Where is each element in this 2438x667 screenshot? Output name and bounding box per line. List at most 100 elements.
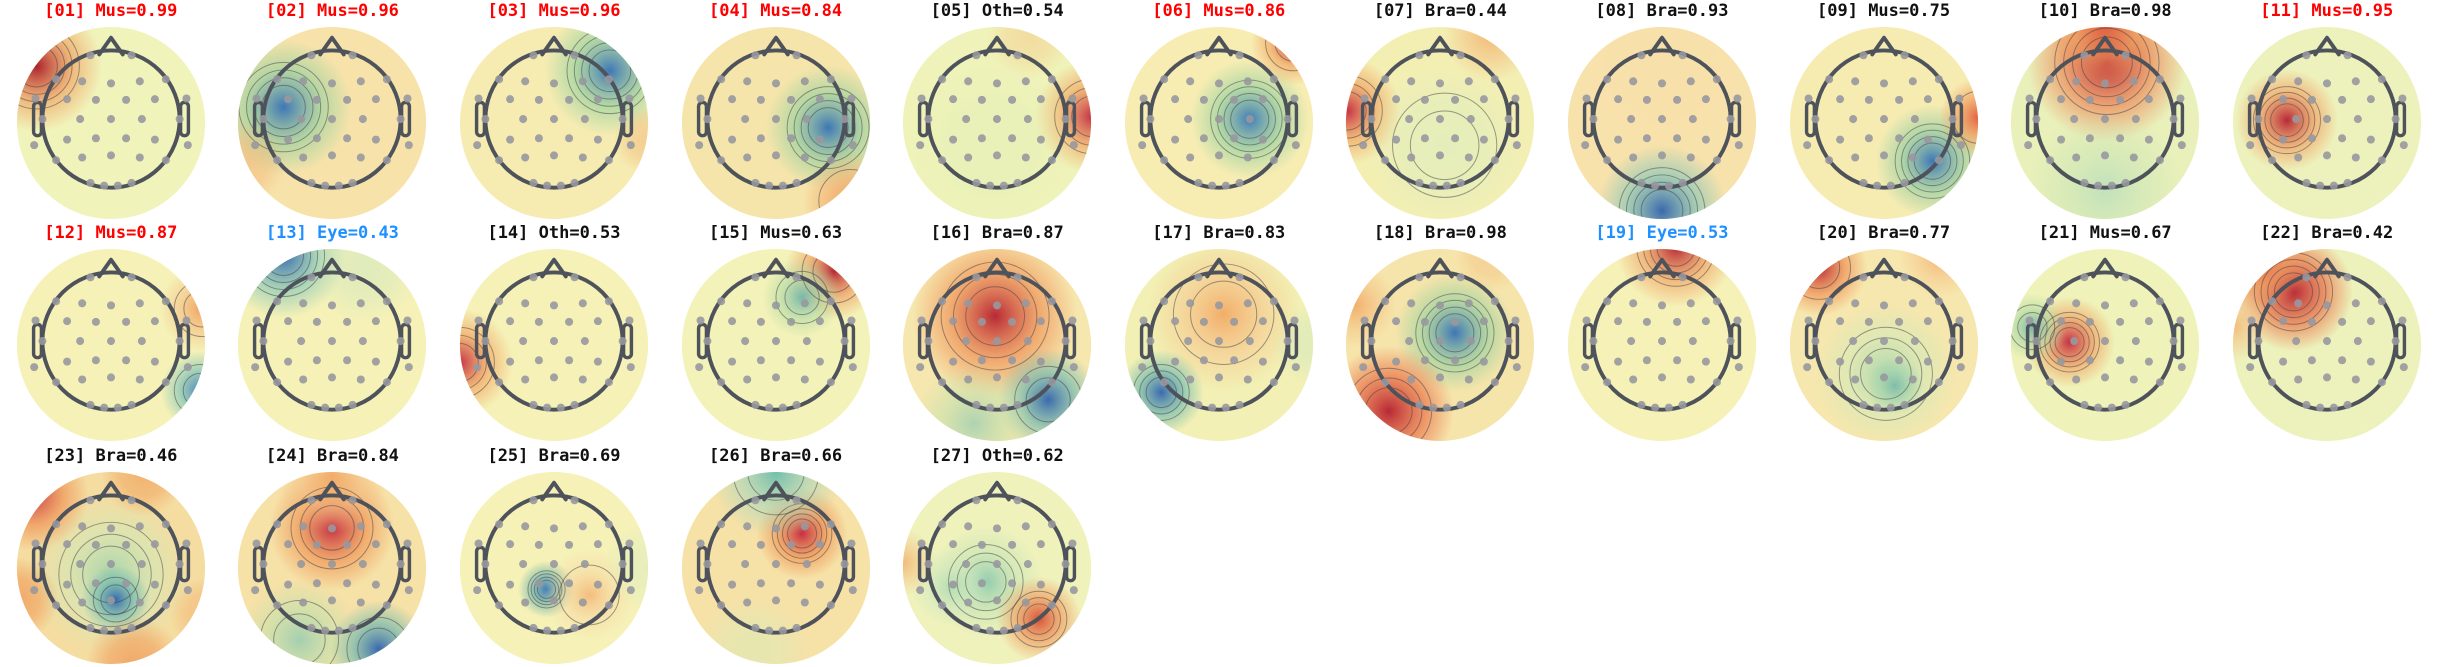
electrode-dot [1824, 75, 1833, 84]
electrode-dot [1908, 77, 1917, 86]
component-cell-22[interactable]: [22] Bra=0.42 [2216, 222, 2438, 444]
component-cell-13[interactable]: [13] Eye=0.43 [222, 222, 444, 444]
electrode-dot [2377, 378, 2386, 387]
electrode-dot [1465, 153, 1474, 162]
component-cell-04[interactable]: [04] Mus=0.84 [665, 0, 887, 222]
electrode-dot [1465, 299, 1474, 308]
electrode-dot [77, 375, 87, 384]
component-cell-24[interactable]: [24] Bra=0.84 [222, 445, 444, 667]
component-cell-16[interactable]: [16] Bra=0.87 [886, 222, 1108, 444]
electrode-dot [182, 316, 191, 325]
electrode-dot [580, 337, 589, 346]
electrode-dot [51, 75, 60, 84]
electrode-dot [1627, 115, 1636, 124]
electrode-dot [1954, 316, 1964, 325]
electrode-dot [1589, 337, 1598, 346]
nose-outline [761, 480, 790, 501]
component-cell-15[interactable]: [15] Mus=0.63 [665, 222, 887, 444]
electrode-dot [284, 95, 293, 104]
electrode-dot [800, 598, 809, 607]
electrode-dot [1429, 403, 1438, 412]
electrode-dot [396, 115, 406, 124]
component-title: [04] Mus=0.84 [709, 1, 843, 21]
electrode-dot [815, 580, 824, 589]
component-cell-07[interactable]: [07] Bra=0.44 [1330, 0, 1552, 222]
component-cell-17[interactable]: [17] Bra=0.83 [1108, 222, 1330, 444]
electrode-dot [2351, 77, 2360, 86]
component-cell-08[interactable]: [08] Bra=0.93 [1551, 0, 1773, 222]
component-cell-19[interactable]: [19] Eye=0.53 [1551, 222, 1773, 444]
electrode-dot [626, 141, 635, 150]
component-cell-05[interactable]: [05] Oth=0.54 [886, 0, 1108, 222]
electrode-dot [2315, 403, 2324, 412]
electrode-dot [1858, 401, 1867, 410]
electrode-dot [1900, 401, 1909, 410]
electrode-dots [1802, 273, 1965, 412]
component-cell-21[interactable]: [21] Mus=0.67 [1994, 222, 2216, 444]
component-cell-18[interactable]: [18] Bra=0.98 [1330, 222, 1552, 444]
component-cell-25[interactable]: [25] Bra=0.69 [443, 445, 665, 667]
electrode-dot [2072, 299, 2081, 308]
electrode-dot [694, 363, 703, 372]
component-cell-03[interactable]: [03] Mus=0.96 [443, 0, 665, 222]
electrode-dot [321, 626, 330, 635]
electrode-dot [1614, 317, 1623, 326]
component-cell-14[interactable]: [14] Oth=0.53 [443, 222, 665, 444]
electrode-dot [121, 95, 130, 104]
component-cell-09[interactable]: [09] Mus=0.75 [1773, 0, 1995, 222]
component-cell-10[interactable]: [10] Bra=0.98 [1994, 0, 2216, 222]
field-blob [914, 363, 1034, 442]
electrode-dot [519, 337, 528, 346]
electrode-dot [2107, 403, 2117, 412]
electrode-dot [1137, 141, 1146, 150]
electrode-dot [750, 273, 760, 282]
electrode-dot [1934, 378, 1943, 387]
component-cell-06[interactable]: [06] Mus=0.86 [1108, 0, 1330, 222]
component-cell-11[interactable]: [11] Mus=0.95 [2216, 0, 2438, 222]
electrode-dot [1008, 578, 1017, 587]
electrode-dot [1137, 363, 1146, 372]
topomap-image [16, 26, 205, 220]
electrode-dot [335, 626, 344, 635]
field-blob [275, 471, 390, 533]
electrode-dot [1243, 77, 1252, 86]
component-cell-01[interactable]: [01] Mus=0.99 [0, 0, 222, 222]
electrode-dot [604, 297, 613, 306]
electrode-dot [993, 373, 1002, 382]
electrode-dot [2353, 337, 2362, 346]
electrode-dot [924, 337, 933, 346]
electrode-dot [313, 318, 322, 327]
electrode-dot [135, 77, 144, 86]
component-cell-23[interactable]: [23] Bra=0.46 [0, 445, 222, 667]
electrode-dot [2057, 357, 2066, 366]
electrode-dot [1726, 337, 1735, 346]
electrode-dot [771, 559, 780, 568]
nose-outline [1205, 35, 1233, 57]
electrode-dot [1407, 299, 1416, 308]
component-cell-12[interactable]: [12] Mus=0.87 [0, 222, 222, 444]
electrode-dot [86, 273, 95, 282]
electrode-dot [1407, 375, 1416, 384]
contour-line [1025, 377, 1071, 423]
electrode-dot [521, 521, 530, 530]
component-cell-02[interactable]: [02] Mus=0.96 [222, 0, 444, 222]
electrode-dot [506, 317, 515, 326]
component-cell-26[interactable]: [26] Bra=0.66 [665, 445, 887, 667]
contour-line [776, 507, 827, 559]
electrode-dot [2086, 318, 2095, 327]
component-cell-27[interactable]: [27] Oth=0.62 [886, 445, 1108, 667]
electrode-dot [2302, 273, 2311, 282]
component-title: [19] Eye=0.53 [1595, 223, 1729, 244]
electrode-dot [1235, 401, 1244, 410]
electrode-dot [740, 337, 749, 346]
field-blob [1146, 249, 1301, 392]
electrode-dots [251, 51, 414, 190]
nose-outline [1869, 35, 1898, 57]
electrode-dot [1194, 273, 1203, 282]
contour-line [1625, 174, 1698, 220]
electrode-dot [1068, 539, 1077, 548]
component-cell-20[interactable]: [20] Bra=0.77 [1773, 222, 1995, 444]
electrode-dots [2024, 273, 2186, 412]
electrode-dot [1879, 115, 1888, 124]
electrode-dot [2245, 141, 2254, 150]
